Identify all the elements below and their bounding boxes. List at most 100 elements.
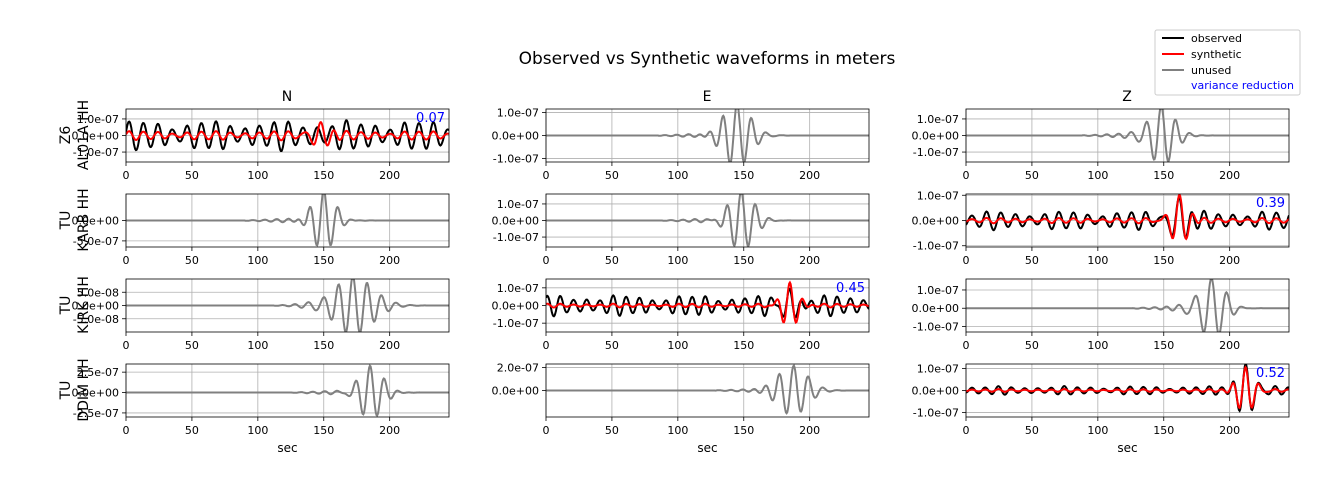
- subplot-traces: [966, 279, 1289, 332]
- x-tick-label: 200: [1219, 254, 1240, 267]
- x-tick-label: 50: [185, 424, 199, 437]
- y-tick-label: -2.5e-07: [73, 407, 119, 420]
- x-tick-label: 100: [247, 424, 268, 437]
- subplot-r1-c2: 0 50 100 150 200 1.0e-07 0.0e+00 -1.0e-07 0.39: [912, 189, 1290, 267]
- x-axis-label: sec: [277, 441, 297, 455]
- x-tick-label: 100: [247, 254, 268, 267]
- figure-title: Observed vs Synthetic waveforms in meter…: [519, 49, 896, 69]
- x-tick-label: 100: [1087, 254, 1108, 267]
- x-tick-label: 50: [185, 339, 199, 352]
- x-tick-label: 150: [733, 169, 754, 182]
- x-tick-label: 150: [1153, 169, 1174, 182]
- column-title-z: Z: [1122, 89, 1132, 105]
- column-title-e: E: [703, 89, 712, 105]
- x-tick-label: 200: [379, 169, 400, 182]
- x-tick-label: 150: [313, 169, 334, 182]
- y-tick-label: -1.0e-07: [73, 146, 119, 159]
- observed-trace: [546, 287, 869, 319]
- row-label-2-network: TU: [58, 296, 74, 316]
- y-tick-label: 0.0e+00: [912, 385, 959, 398]
- x-tick-label: 100: [1087, 339, 1108, 352]
- variance-reduction-label: 0.07: [416, 111, 445, 126]
- x-tick-label: 100: [667, 254, 688, 267]
- x-tick-label: 100: [1087, 169, 1108, 182]
- x-tick-label: 150: [313, 424, 334, 437]
- subplot-traces: [546, 109, 869, 162]
- x-tick-label: 150: [733, 424, 754, 437]
- variance-reduction-label: 0.39: [1256, 196, 1285, 211]
- y-tick-label: 0.0e+00: [72, 387, 119, 400]
- panel-grid: 0 50 100 150 200 1.0e-07 0.0e+00 -1.0e-07 0.07 0 5…: [72, 106, 1290, 455]
- y-tick-label: -1.0e-07: [913, 407, 959, 420]
- x-tick-label: 150: [1153, 424, 1174, 437]
- x-tick-label: 200: [379, 424, 400, 437]
- x-tick-label: 0: [543, 339, 550, 352]
- subplot-traces: [126, 194, 449, 247]
- x-tick-label: 150: [1153, 339, 1174, 352]
- legend-synthetic-label: synthetic: [1191, 48, 1242, 61]
- x-tick-label: 150: [733, 254, 754, 267]
- legend: observed synthetic unused variance reduc…: [1154, 29, 1301, 96]
- subplot-traces: [966, 109, 1289, 162]
- x-tick-label: 50: [605, 339, 619, 352]
- x-tick-label: 100: [1087, 424, 1108, 437]
- y-tick-label: 0.0e+00: [492, 215, 539, 228]
- variance-reduction-label: 0.45: [836, 281, 865, 296]
- subplot-traces: [126, 364, 449, 417]
- y-tick-label: 1.0e-07: [497, 198, 539, 211]
- x-tick-label: 50: [185, 254, 199, 267]
- y-tick-label: -1.0e-07: [493, 231, 539, 244]
- y-tick-label: -1.0e-07: [493, 317, 539, 330]
- x-tick-label: 0: [543, 424, 550, 437]
- x-tick-label: 100: [247, 169, 268, 182]
- y-tick-label: 0.0e+00: [912, 215, 959, 228]
- x-tick-label: 0: [123, 169, 130, 182]
- x-tick-label: 100: [667, 424, 688, 437]
- subplot-traces: [966, 194, 1289, 241]
- y-tick-label: -1.0e-07: [913, 240, 959, 253]
- y-tick-label: 1.0e-07: [917, 284, 959, 297]
- synthetic-trace: [126, 121, 449, 147]
- subplot-traces: [546, 280, 869, 324]
- x-tick-label: 50: [1025, 424, 1039, 437]
- y-tick-label: 1.0e-07: [917, 113, 959, 126]
- x-tick-label: 0: [543, 254, 550, 267]
- y-tick-label: 1.0e-07: [917, 362, 959, 375]
- y-tick-label: -1.0e-07: [913, 146, 959, 159]
- subplot-traces: [966, 364, 1289, 413]
- y-tick-label: 0.0e+00: [912, 130, 959, 143]
- x-tick-label: 200: [799, 169, 820, 182]
- x-tick-label: 200: [1219, 424, 1240, 437]
- x-tick-label: 150: [313, 254, 334, 267]
- y-tick-label: 0.0e+00: [72, 130, 119, 143]
- y-tick-label: -5.0e-07: [73, 235, 119, 248]
- synthetic-trace: [546, 280, 869, 324]
- y-tick-label: 1.0e-07: [77, 113, 119, 126]
- subplot-r0-c1: 0 50 100 150 200 1.0e-07 0.0e+00 -1.0e-07: [492, 106, 870, 182]
- legend-observed-label: observed: [1191, 32, 1242, 45]
- subplot-traces: [126, 119, 449, 152]
- y-tick-label: 5.0e-08: [77, 286, 119, 299]
- row-label-0-network: Z6: [58, 126, 74, 145]
- y-tick-label: -5.0e-08: [73, 313, 119, 326]
- x-tick-label: 50: [605, 169, 619, 182]
- x-tick-label: 200: [799, 424, 820, 437]
- x-tick-label: 0: [123, 254, 130, 267]
- subplot-r2-c2: 0 50 100 150 200 1.0e-07 0.0e+00 -1.0e-07: [912, 278, 1290, 352]
- unused-trace: [126, 279, 449, 332]
- unused-trace: [966, 109, 1289, 162]
- y-tick-label: 1.0e-07: [497, 106, 539, 119]
- column-title-n: N: [282, 89, 292, 105]
- x-tick-label: 100: [247, 339, 268, 352]
- y-tick-label: 1.0e-07: [917, 189, 959, 202]
- y-tick-label: 2.0e-07: [497, 361, 539, 374]
- unused-trace: [546, 194, 869, 247]
- x-tick-label: 200: [379, 339, 400, 352]
- subplot-r1-c0: 0 50 100 150 200 0.0e+00 -5.0e-07: [72, 193, 450, 267]
- subplot-traces: [546, 364, 869, 415]
- x-axis-label: sec: [1117, 441, 1137, 455]
- x-tick-label: 50: [1025, 169, 1039, 182]
- x-tick-label: 50: [1025, 339, 1039, 352]
- subplot-r3-c2: 0 50 100 150 200 1.0e-07 0.0e+00 -1.0e-07 0.52 se…: [912, 362, 1290, 455]
